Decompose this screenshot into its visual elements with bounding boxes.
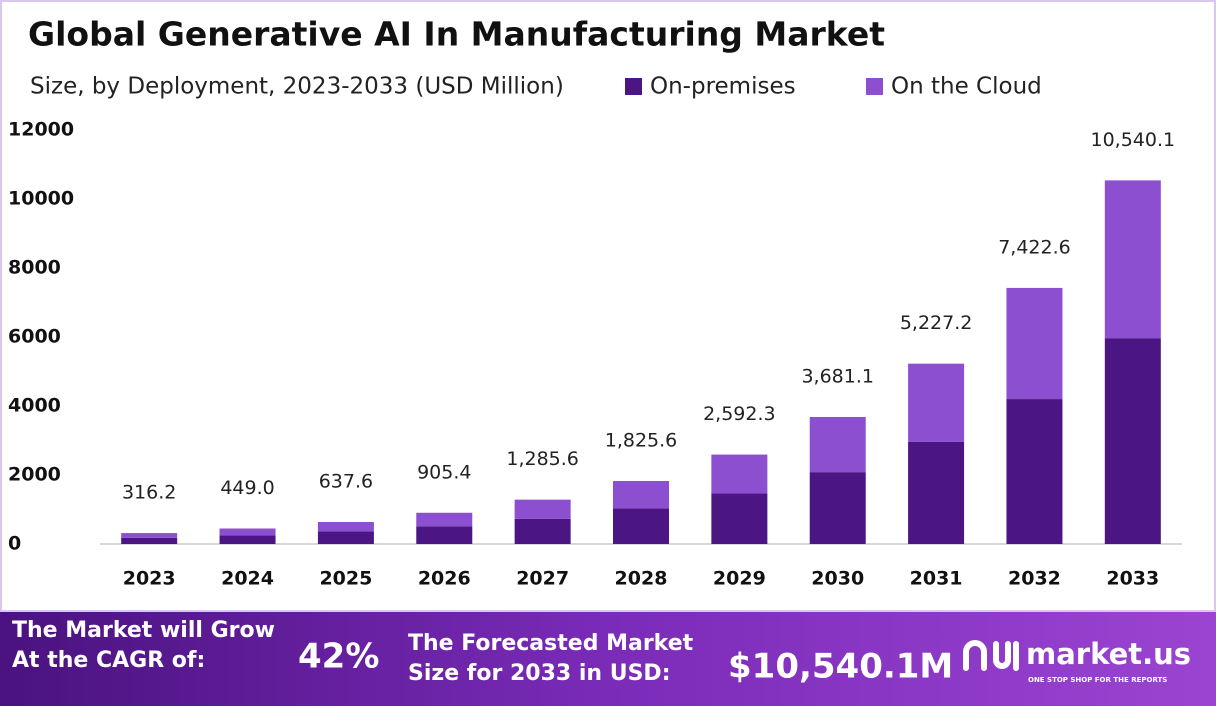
x-tick-label: 2033 bbox=[1106, 568, 1159, 590]
total-label: 637.6 bbox=[319, 471, 373, 493]
x-tick-label: 2032 bbox=[1008, 568, 1061, 590]
x-tick-label: 2026 bbox=[418, 568, 471, 590]
cagr-value: 42% bbox=[298, 637, 379, 677]
bar-segment bbox=[514, 499, 571, 519]
cagr-text: The Market will Grow bbox=[12, 618, 275, 643]
y-tick-label: 4000 bbox=[8, 395, 61, 417]
forecast-text: The Forecasted Market bbox=[408, 631, 694, 656]
x-tick-label: 2027 bbox=[516, 568, 569, 590]
total-label: 1,825.6 bbox=[605, 430, 678, 452]
bar-segment bbox=[317, 522, 374, 532]
brand: market.us bbox=[1026, 637, 1191, 671]
legend-swatch bbox=[625, 78, 642, 95]
bar-segment bbox=[1104, 338, 1161, 544]
bar-segment bbox=[416, 526, 473, 544]
x-tick-label: 2031 bbox=[910, 568, 963, 590]
bar-segment bbox=[711, 493, 768, 544]
total-label: 2,592.3 bbox=[703, 403, 776, 425]
bar-segment bbox=[416, 512, 473, 527]
bar-segment bbox=[317, 531, 374, 544]
bar-segment bbox=[219, 528, 276, 536]
x-tick-label: 2029 bbox=[713, 568, 766, 590]
total-label: 316.2 bbox=[122, 482, 176, 504]
bar-segment bbox=[1006, 399, 1063, 544]
bar-segment bbox=[613, 508, 669, 544]
y-tick-label: 0 bbox=[8, 533, 21, 555]
y-tick-label: 8000 bbox=[8, 257, 61, 279]
legend-label: On-premises bbox=[650, 74, 796, 100]
bar-segment bbox=[908, 441, 965, 544]
x-tick-label: 2024 bbox=[221, 568, 274, 590]
x-tick-label: 2025 bbox=[319, 568, 372, 590]
total-label: 449.0 bbox=[220, 477, 274, 499]
legend-swatch bbox=[866, 78, 883, 95]
cagr-text: At the CAGR of: bbox=[12, 648, 205, 673]
bar-segment bbox=[711, 454, 768, 494]
tagline: ONE STOP SHOP FOR THE REPORTS bbox=[1028, 676, 1167, 684]
bar-segment bbox=[1006, 287, 1063, 400]
bar-segment bbox=[121, 533, 178, 538]
bar-segment bbox=[908, 363, 965, 442]
subtitle: Size, by Deployment, 2023-2033 (USD Mill… bbox=[30, 74, 564, 100]
x-tick-label: 2023 bbox=[123, 568, 176, 590]
bar-segment bbox=[219, 535, 276, 544]
total-label: 1,285.6 bbox=[506, 448, 579, 470]
y-tick-label: 10000 bbox=[8, 188, 74, 210]
bar-segment bbox=[121, 537, 178, 544]
bar-segment bbox=[514, 518, 571, 544]
bar-segment bbox=[809, 417, 866, 473]
brand-logo bbox=[963, 640, 1019, 671]
y-tick-label: 12000 bbox=[8, 119, 74, 141]
total-label: 3,681.1 bbox=[801, 366, 874, 388]
y-tick-label: 6000 bbox=[8, 326, 61, 348]
chart-title: Global Generative AI In Manufacturing Ma… bbox=[28, 15, 885, 54]
total-label: 5,227.2 bbox=[900, 312, 973, 334]
bar-segment bbox=[613, 481, 669, 509]
forecast-value: $10,540.1M bbox=[728, 647, 953, 687]
bar-segment bbox=[1104, 180, 1161, 339]
bar-segment bbox=[809, 472, 866, 544]
x-tick-label: 2030 bbox=[811, 568, 864, 590]
y-tick-label: 2000 bbox=[8, 464, 61, 486]
total-label: 7,422.6 bbox=[998, 236, 1071, 258]
total-label: 10,540.1 bbox=[1091, 129, 1176, 151]
total-label: 905.4 bbox=[417, 461, 471, 483]
x-tick-label: 2028 bbox=[615, 568, 668, 590]
legend-label: On the Cloud bbox=[891, 74, 1042, 100]
forecast-text: Size for 2033 in USD: bbox=[408, 661, 671, 686]
